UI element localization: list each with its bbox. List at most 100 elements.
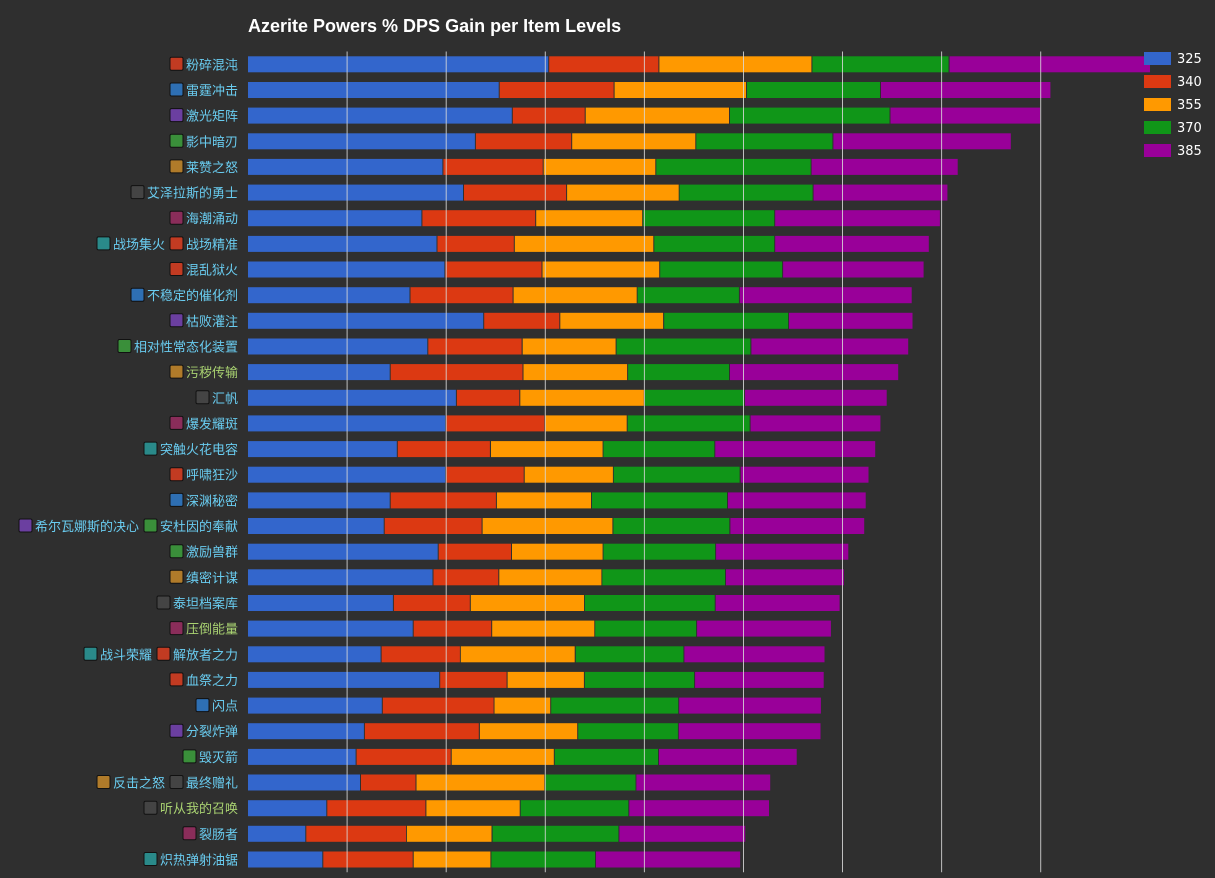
bar-370-9 bbox=[637, 287, 739, 304]
bar-325-8 bbox=[248, 261, 445, 278]
bar-385-19 bbox=[716, 543, 849, 560]
bar-340-18 bbox=[384, 518, 482, 534]
power-icon bbox=[169, 621, 184, 636]
power-icon bbox=[169, 313, 184, 328]
bar-325-13 bbox=[248, 389, 456, 406]
bars-group bbox=[248, 56, 1150, 868]
category-label: 莱赞之怒 bbox=[186, 161, 238, 176]
category-label: 希尔瓦娜斯的决心 bbox=[35, 519, 139, 535]
bar-385-6 bbox=[775, 210, 940, 227]
power-icon bbox=[182, 826, 197, 841]
category-label: 压倒能量 bbox=[186, 623, 238, 638]
bar-355-26 bbox=[479, 723, 578, 740]
power-icon bbox=[130, 287, 145, 302]
bar-370-20 bbox=[602, 569, 725, 586]
bar-340-13 bbox=[456, 389, 520, 406]
bar-325-7 bbox=[248, 235, 437, 252]
bar-370-8 bbox=[660, 261, 783, 278]
bar-385-25 bbox=[679, 697, 821, 714]
bar-325-27 bbox=[248, 748, 356, 765]
bar-355-10 bbox=[560, 312, 664, 329]
bar-355-15 bbox=[491, 441, 603, 458]
bar-370-25 bbox=[551, 697, 679, 714]
power-icon bbox=[169, 236, 184, 251]
category-label: 深渊秘密 bbox=[186, 493, 238, 509]
power-icon bbox=[96, 775, 111, 789]
bar-340-19 bbox=[438, 543, 511, 560]
bar-385-26 bbox=[678, 723, 821, 740]
category-label: 最终赠礼 bbox=[186, 776, 238, 792]
bar-340-25 bbox=[382, 697, 494, 714]
power-icon bbox=[143, 800, 158, 815]
power-icon bbox=[18, 518, 33, 533]
category-label: 战场集火 bbox=[113, 237, 165, 253]
power-icon bbox=[83, 646, 98, 661]
bar-325-28 bbox=[248, 774, 360, 791]
power-icon bbox=[169, 672, 184, 687]
bar-370-10 bbox=[664, 312, 789, 329]
category-label: 裂肠者 bbox=[199, 828, 238, 843]
bar-370-22 bbox=[595, 620, 697, 637]
bar-355-18 bbox=[482, 518, 613, 534]
bar-385-21 bbox=[715, 595, 840, 611]
bar-385-7 bbox=[775, 235, 929, 252]
legend-swatch-340 bbox=[1144, 75, 1171, 88]
bar-370-4 bbox=[656, 158, 811, 175]
power-icon bbox=[169, 775, 184, 789]
power-icon bbox=[169, 262, 184, 276]
category-label: 枯败灌注 bbox=[186, 315, 238, 330]
bar-385-29 bbox=[629, 800, 769, 817]
bar-355-21 bbox=[470, 595, 584, 611]
bar-370-11 bbox=[616, 338, 751, 355]
legend-swatch-325 bbox=[1144, 52, 1171, 65]
power-icon bbox=[169, 56, 184, 71]
bar-370-6 bbox=[643, 210, 775, 227]
bar-370-13 bbox=[644, 389, 745, 406]
power-icon bbox=[169, 210, 184, 225]
bar-385-22 bbox=[697, 620, 831, 637]
bar-385-2 bbox=[890, 107, 1041, 124]
legend-label-385: 385 bbox=[1177, 144, 1202, 159]
bar-370-12 bbox=[628, 364, 729, 381]
bar-385-4 bbox=[811, 158, 958, 175]
bar-370-23 bbox=[575, 646, 684, 663]
bar-385-27 bbox=[659, 748, 797, 765]
bar-355-5 bbox=[567, 184, 679, 201]
bar-385-31 bbox=[596, 851, 741, 868]
power-icon bbox=[169, 467, 184, 482]
bar-340-1 bbox=[499, 82, 614, 98]
bar-370-15 bbox=[603, 441, 715, 458]
bar-325-1 bbox=[248, 82, 499, 98]
bar-340-26 bbox=[364, 723, 479, 740]
category-label: 相对性常态化装置 bbox=[134, 341, 238, 356]
category-label: 粉碎混沌 bbox=[186, 58, 238, 73]
bar-340-30 bbox=[306, 825, 406, 842]
power-icon bbox=[156, 595, 171, 610]
bar-325-19 bbox=[248, 543, 438, 560]
category-label: 污秽传输 bbox=[186, 365, 238, 381]
bar-325-12 bbox=[248, 364, 390, 381]
bar-340-10 bbox=[484, 312, 560, 329]
bar-340-31 bbox=[323, 851, 413, 868]
bar-340-5 bbox=[464, 184, 567, 201]
bar-325-15 bbox=[248, 441, 397, 458]
bar-370-27 bbox=[554, 748, 658, 765]
bar-355-13 bbox=[520, 389, 644, 406]
category-label: 呼啸狂沙 bbox=[186, 469, 238, 484]
bar-325-10 bbox=[248, 312, 484, 329]
bar-340-4 bbox=[443, 158, 543, 175]
power-icon bbox=[130, 185, 145, 200]
category-label: 解放者之力 bbox=[173, 648, 238, 663]
category-label: 反击之怒 bbox=[113, 777, 165, 792]
bar-340-2 bbox=[512, 107, 585, 124]
bar-385-15 bbox=[715, 441, 876, 458]
bar-355-0 bbox=[659, 56, 812, 73]
power-icon bbox=[143, 518, 158, 533]
power-icon bbox=[195, 698, 210, 713]
power-icon bbox=[169, 159, 184, 174]
bar-355-16 bbox=[524, 466, 613, 483]
bar-355-9 bbox=[513, 287, 637, 304]
bar-325-18 bbox=[248, 518, 384, 534]
bar-370-19 bbox=[603, 543, 716, 560]
